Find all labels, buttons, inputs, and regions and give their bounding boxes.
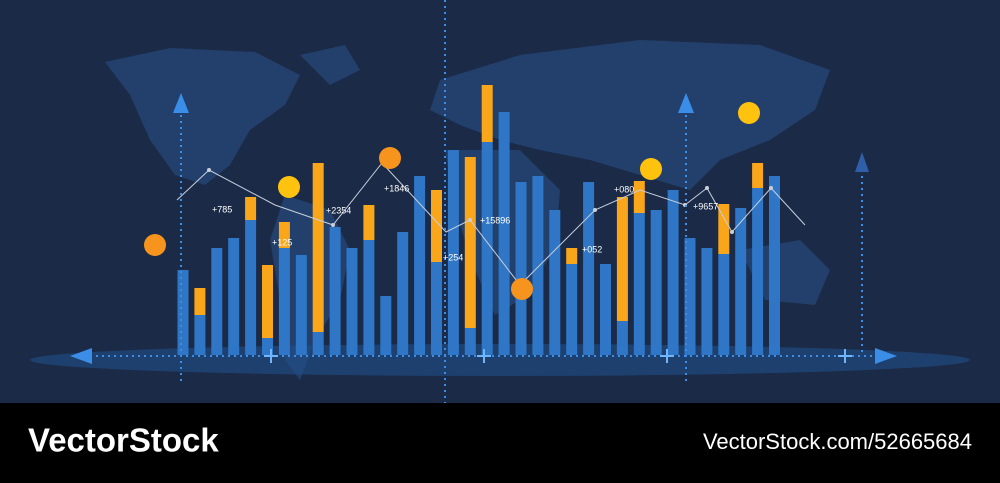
- bar-segment: [633, 181, 645, 213]
- bar-segment: [245, 220, 257, 355]
- bar-segment: [769, 176, 780, 355]
- bar-segment: [650, 210, 662, 355]
- bar-segment: [667, 190, 679, 355]
- bar-segment: [346, 248, 358, 355]
- annotation: +125: [272, 237, 292, 247]
- bar-segment: [549, 210, 561, 355]
- trend-points: [207, 168, 773, 234]
- bar-segment: [735, 208, 747, 355]
- bar-segment: [583, 182, 595, 355]
- image-id: VectorStock.com/52665684: [703, 429, 972, 454]
- bar-segment: [431, 262, 442, 355]
- bar-segment: [684, 238, 696, 355]
- bar-segment: [397, 232, 409, 355]
- bar-segment: [414, 176, 426, 355]
- bar-segment: [380, 296, 392, 355]
- bar-segment: [329, 227, 341, 355]
- bar-segment: [718, 254, 730, 355]
- bar-segment: [228, 238, 240, 355]
- brand: VectorStock: [28, 422, 219, 459]
- bar-segment: [211, 248, 223, 355]
- annotations: +785 +125 +2354 +1846 +254 +15896 +052 +080 +965…: [212, 183, 718, 262]
- bar-segment: [194, 315, 206, 355]
- bar-segment: [633, 213, 645, 355]
- bar-segment: [515, 182, 527, 355]
- bar-segment: [177, 270, 189, 355]
- bars: [177, 85, 780, 355]
- bar-segment: [431, 190, 442, 262]
- bar-segment: [447, 150, 459, 355]
- bar-segment: [464, 328, 476, 355]
- bar-segment: [363, 205, 375, 240]
- bar-segment: [278, 222, 290, 248]
- annotation: +785: [212, 204, 232, 214]
- bar-segment: [566, 248, 578, 264]
- annotation: +254: [443, 252, 463, 262]
- annotation: +15896: [480, 215, 510, 225]
- bar-segment: [278, 248, 290, 355]
- bar-segment: [481, 142, 493, 355]
- bar-segment: [464, 157, 476, 328]
- bar-segment: [262, 265, 273, 338]
- bar-segment: [718, 204, 730, 254]
- bar-segment: [194, 288, 206, 315]
- bubbles: [144, 102, 760, 300]
- bar-segment: [312, 332, 324, 355]
- bar-segment: [566, 264, 578, 355]
- bar-segment: [752, 188, 764, 355]
- bar-segment: [262, 338, 273, 355]
- annotation: +9657: [693, 201, 718, 211]
- axes: [90, 0, 880, 403]
- bar-segment: [532, 176, 544, 355]
- bar-segment: [600, 264, 611, 355]
- bar-segment: [616, 321, 628, 355]
- bar-segment: [295, 255, 307, 355]
- bar-segment: [363, 240, 375, 355]
- annotation: +052: [582, 244, 602, 254]
- bar-segment: [245, 197, 257, 220]
- bar-segment: [498, 112, 510, 355]
- bar-segment: [312, 163, 324, 332]
- bar-segment: [481, 85, 493, 142]
- annotation: +1846: [384, 183, 409, 193]
- annotation: +080: [614, 184, 634, 194]
- arrows: [70, 93, 897, 364]
- bar-segment: [701, 248, 713, 355]
- crosses: [264, 349, 852, 363]
- bar-segment: [616, 197, 628, 321]
- annotation: +2354: [326, 205, 351, 215]
- bar-segment: [752, 163, 764, 188]
